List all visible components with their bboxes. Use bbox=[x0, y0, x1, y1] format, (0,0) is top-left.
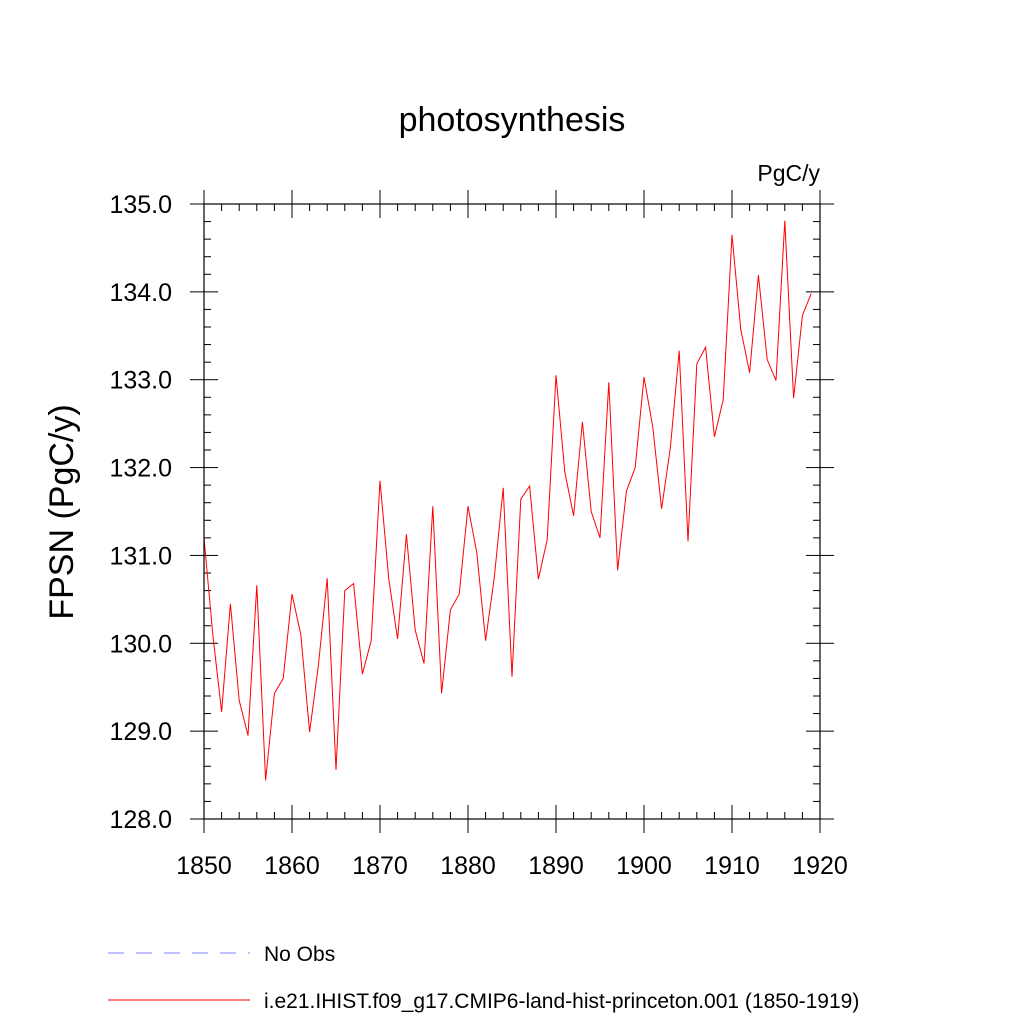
axis-ticks bbox=[190, 190, 834, 833]
y-axis-label: FPSN (PgC/y) bbox=[43, 404, 81, 619]
y-tick-label: 129.0 bbox=[109, 718, 172, 746]
y-tick-labels: 128.0 129.0 130.0 131.0 132.0 133.0 134.0 135.0 bbox=[109, 191, 172, 834]
y-tick-label: 134.0 bbox=[109, 279, 172, 307]
x-tick-label: 1860 bbox=[264, 852, 320, 880]
chart-title: photosynthesis bbox=[399, 101, 626, 139]
series-line bbox=[203, 220, 812, 781]
x-tick-label: 1880 bbox=[440, 852, 496, 880]
x-tick-label: 1910 bbox=[704, 852, 760, 880]
series-layer bbox=[203, 220, 812, 781]
y-tick-label: 131.0 bbox=[109, 542, 172, 570]
x-tick-label: 1890 bbox=[528, 852, 584, 880]
units-label: PgC/y bbox=[757, 160, 820, 186]
y-tick-label: 132.0 bbox=[109, 455, 172, 483]
legend: No Obs i.e21.IHIST.f09_g17.CMIP6-land-his… bbox=[108, 943, 859, 1013]
y-tick-label: 135.0 bbox=[109, 191, 172, 219]
y-tick-label: 128.0 bbox=[109, 806, 172, 834]
x-tick-label: 1870 bbox=[352, 852, 408, 880]
plot-frame bbox=[203, 203, 821, 820]
x-tick-label: 1900 bbox=[616, 852, 672, 880]
x-tick-labels: 1850 1860 1870 1880 1890 1900 1910 1920 bbox=[176, 852, 848, 880]
y-tick-label: 133.0 bbox=[109, 367, 172, 395]
x-tick-label: 1920 bbox=[792, 852, 848, 880]
y-tick-label: 130.0 bbox=[109, 630, 172, 658]
legend-label: No Obs bbox=[264, 943, 335, 966]
x-tick-label: 1850 bbox=[176, 852, 232, 880]
legend-label: i.e21.IHIST.f09_g17.CMIP6-land-hist-prin… bbox=[264, 990, 859, 1013]
